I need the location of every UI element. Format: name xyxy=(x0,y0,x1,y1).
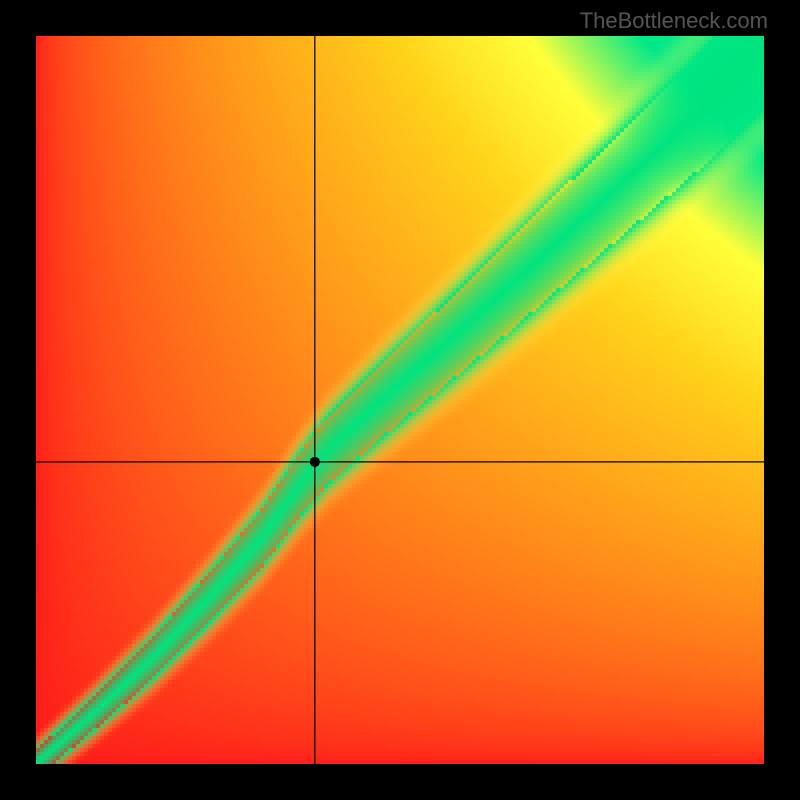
plot-area xyxy=(36,36,764,764)
heatmap-canvas xyxy=(36,36,764,764)
chart-frame: TheBottleneck.com xyxy=(0,0,800,800)
watermark-text: TheBottleneck.com xyxy=(580,8,768,34)
